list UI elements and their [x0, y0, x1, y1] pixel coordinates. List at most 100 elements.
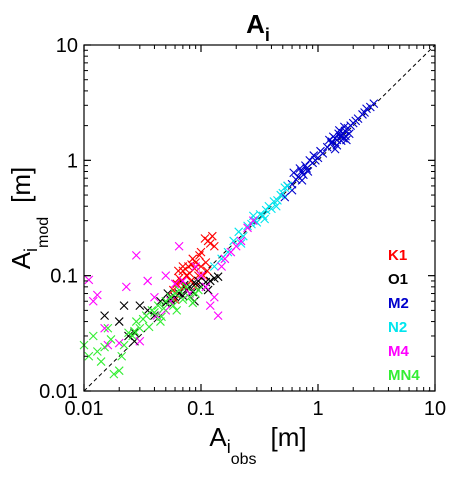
- data-point: [201, 282, 211, 292]
- data-point: [131, 250, 141, 260]
- x-label-subsub: obs: [231, 451, 257, 468]
- data-point: [174, 241, 184, 251]
- data-point: [295, 164, 305, 173]
- data-point: [131, 317, 141, 326]
- data-point: [84, 351, 94, 361]
- data-point: [248, 216, 258, 226]
- data-point: [181, 282, 191, 292]
- data-point: [223, 247, 233, 257]
- data-point: [213, 272, 223, 282]
- data-point: [119, 301, 129, 311]
- title-text: Ai: [246, 9, 270, 45]
- data-point: [121, 282, 131, 292]
- x-axis-label-text: Aiobs [m]: [209, 422, 306, 468]
- data-point: [143, 276, 153, 286]
- data-point: [119, 340, 129, 350]
- data-point: [92, 347, 102, 356]
- x-tick-label: 10: [424, 398, 446, 420]
- data-point: [209, 241, 219, 251]
- x-axis-label: Aiobs [m]: [209, 422, 306, 468]
- data-points: [79, 99, 379, 379]
- data-point: [182, 271, 192, 281]
- x-tick-label: 0.01: [65, 398, 104, 420]
- data-point: [243, 223, 252, 233]
- x-label-sub: i: [227, 437, 231, 457]
- data-point: [298, 170, 308, 180]
- data-point: [166, 295, 176, 304]
- data-point: [207, 231, 217, 241]
- data-point: [88, 331, 98, 341]
- legend-label-k1: K1: [388, 247, 407, 264]
- legend: K1 O1 M2 N2 M4 MN4: [388, 247, 420, 384]
- data-point: [327, 137, 337, 147]
- data-point: [178, 276, 188, 286]
- legend-label-mn4: MN4: [388, 367, 420, 384]
- identity-line: [83, 44, 436, 392]
- data-point: [161, 271, 171, 281]
- series-m2: [280, 99, 379, 202]
- data-point: [92, 290, 102, 300]
- data-point: [330, 144, 340, 154]
- series-n2: [209, 181, 293, 271]
- data-point: [238, 231, 248, 241]
- data-point: [369, 99, 379, 109]
- data-point: [209, 292, 219, 302]
- data-point: [217, 262, 226, 271]
- data-point: [188, 298, 198, 308]
- data-point: [195, 250, 204, 260]
- data-point: [213, 311, 223, 321]
- data-point: [334, 125, 344, 135]
- legend-label-n2: N2: [388, 319, 407, 336]
- data-point: [84, 275, 94, 285]
- data-point: [114, 366, 124, 376]
- data-point: [114, 317, 124, 326]
- data-point: [300, 161, 310, 170]
- reference-line: [83, 44, 436, 392]
- data-point: [96, 357, 106, 366]
- data-point: [150, 292, 159, 302]
- title-main: A: [246, 9, 265, 39]
- x-tick-label: 1: [312, 398, 323, 420]
- y-label-unit: [m]: [6, 167, 36, 203]
- data-point: [191, 262, 201, 271]
- data-point: [124, 328, 133, 338]
- data-point: [185, 292, 195, 302]
- data-point: [170, 279, 180, 289]
- x-label-main: A: [209, 422, 227, 452]
- data-point: [236, 239, 246, 248]
- data-point: [157, 312, 166, 322]
- data-point: [130, 326, 139, 336]
- data-point: [297, 176, 307, 185]
- data-point: [117, 351, 127, 361]
- data-point: [261, 205, 271, 215]
- data-point: [135, 323, 145, 333]
- x-label-unit: [m]: [271, 422, 307, 452]
- data-point: [163, 289, 173, 298]
- data-point: [178, 291, 188, 301]
- data-point: [271, 201, 281, 211]
- data-point: [173, 266, 183, 276]
- data-point: [229, 236, 239, 246]
- data-point: [150, 308, 159, 317]
- data-point: [326, 139, 336, 148]
- data-point: [143, 305, 153, 315]
- data-point: [194, 285, 203, 295]
- data-point: [135, 301, 145, 311]
- data-point: [135, 336, 145, 346]
- title-subscript: i: [265, 25, 270, 45]
- axis-ticks: 0.010.01 0.1 0.1 1 1 10 10: [39, 35, 446, 420]
- data-point: [187, 260, 196, 269]
- data-point: [344, 129, 354, 139]
- y-tick-label: 10: [56, 35, 78, 57]
- data-point: [318, 148, 328, 158]
- data-point: [153, 301, 163, 311]
- data-point: [280, 183, 290, 193]
- data-point: [236, 236, 246, 246]
- series-mn4: [79, 282, 203, 379]
- data-point: [100, 311, 109, 321]
- data-point: [128, 331, 137, 341]
- data-point: [109, 369, 119, 379]
- data-point: [159, 304, 169, 313]
- legend-label-m2: M2: [388, 295, 409, 312]
